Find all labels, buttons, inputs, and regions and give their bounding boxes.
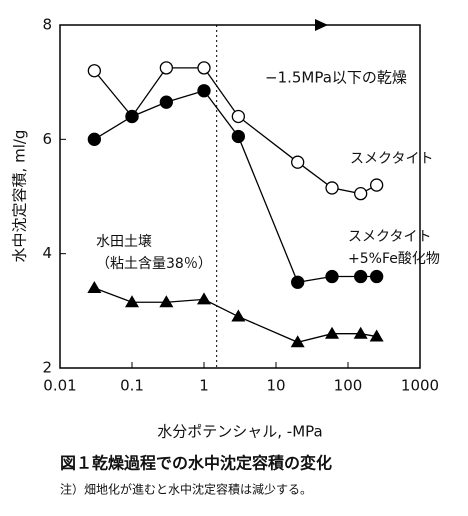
marker [87, 132, 102, 146]
x-tick-label: 0.1 [120, 377, 144, 395]
marker [370, 269, 384, 284]
marker [325, 181, 339, 195]
marker [231, 109, 246, 124]
marker [159, 295, 174, 308]
marker [291, 155, 305, 169]
marker [197, 61, 211, 75]
series-label: 水田土壌 （粘土含量38％） [96, 234, 212, 272]
series-label: スメクタイト +5%Fe酸化物 [348, 229, 440, 267]
y-tick-label: 4 [42, 244, 52, 262]
marker [197, 84, 211, 98]
x-tick-label: 10 [266, 377, 285, 395]
marker [125, 109, 139, 124]
marker [231, 309, 246, 322]
marker [87, 64, 102, 78]
x-tick-label: 0.01 [43, 377, 76, 395]
marker [353, 326, 368, 339]
y-axis-label: 水中沈定容積, ml/g [11, 130, 29, 263]
marker [325, 269, 339, 284]
x-tick-label: 100 [334, 377, 363, 395]
caption: 図１乾燥過程での水中沈定容積の変化 [60, 454, 332, 473]
marker [87, 280, 102, 293]
x-tick-label: 1000 [401, 377, 439, 395]
y-tick-label: 8 [42, 16, 52, 34]
marker [354, 186, 368, 201]
marker [231, 129, 246, 144]
annotation: −1.5MPa以下の乾燥 [265, 69, 407, 87]
marker [370, 178, 384, 192]
marker [159, 61, 174, 75]
marker [325, 326, 340, 339]
y-tick-label: 2 [42, 359, 52, 377]
marker [125, 295, 139, 308]
marker [354, 269, 368, 284]
marker [197, 292, 211, 305]
y-tick-label: 6 [42, 130, 52, 148]
marker [159, 95, 174, 109]
series-label: スメクタイト [350, 151, 434, 167]
marker [290, 335, 305, 348]
x-axis-label: 水分ポテンシャル, -MPa [157, 423, 322, 441]
arrow-head [315, 19, 328, 31]
note: 注）畑地化が進むと水中沈定容積は減少する。 [60, 482, 312, 497]
marker [369, 329, 384, 342]
marker [291, 275, 305, 289]
x-tick-label: 1 [199, 377, 209, 395]
